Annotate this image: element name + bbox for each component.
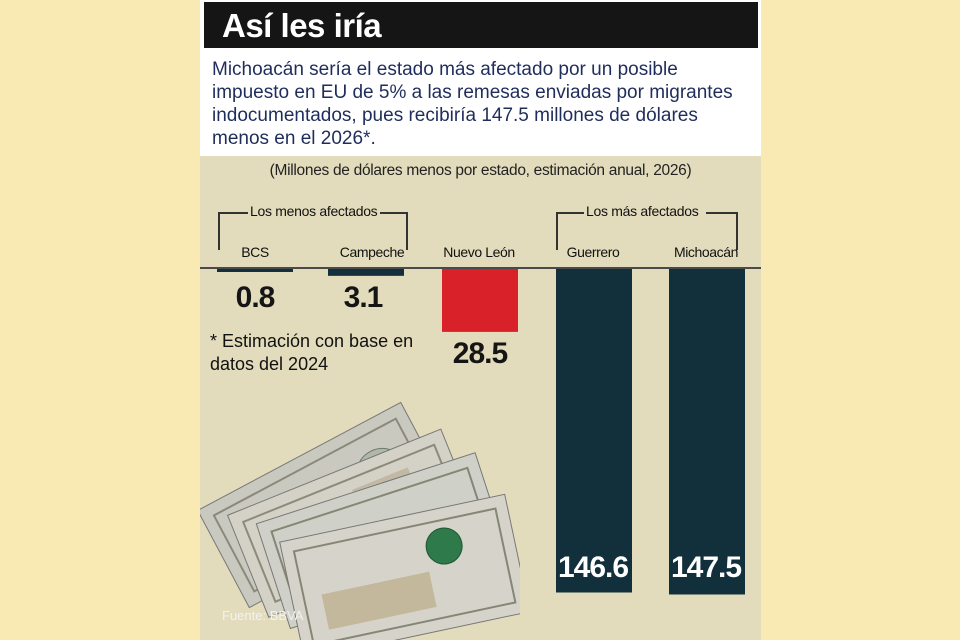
title-background: Así les iría — [204, 2, 758, 48]
bill-4 — [279, 493, 520, 640]
value-label-guerrero: 146.6 — [557, 551, 629, 584]
bar-guerrero — [556, 269, 632, 593]
chart-subtitle: (Millones de dólares menos por estado, e… — [269, 162, 692, 179]
category-label-nuevo-leon: Nuevo León — [443, 244, 515, 260]
bracket-most-left — [556, 212, 584, 250]
category-label-michoacan: Michoacán — [673, 244, 739, 260]
group-label-most-affected: Los más afectados — [586, 203, 699, 219]
category-label-guerrero: Guerrero — [566, 244, 620, 260]
bracket-least-right — [380, 212, 408, 250]
chart-baseline — [200, 267, 761, 269]
dollar-bills-image — [200, 401, 520, 640]
chart-title: Así les iría — [222, 7, 382, 44]
bar-michoac-n — [669, 269, 745, 595]
category-label-campeche: Campeche — [339, 244, 405, 260]
title-bar: Así les iría — [200, 0, 761, 50]
bracket-least-left — [218, 212, 248, 250]
category-label-bcs: BCS — [241, 244, 269, 260]
value-label-campeche: 3.1 — [343, 281, 384, 314]
bracket-most-right — [706, 212, 738, 250]
group-label-least-affected: Los menos afectados — [250, 203, 378, 219]
bar-bcs — [217, 269, 293, 272]
bar-plot — [217, 269, 745, 595]
value-label-michoacan: 147.5 — [670, 551, 742, 584]
intro-text: Michoacán sería el estado más afectado p… — [212, 59, 733, 149]
source-credit: Fuente: BBVA — [222, 608, 304, 623]
value-label-nuevo-leon: 28.5 — [452, 337, 508, 370]
bar-campeche — [328, 269, 404, 276]
infographic-panel: Así les iría Michoacán sería el estado m… — [200, 0, 761, 640]
value-label-bcs: 0.8 — [235, 281, 276, 314]
footnote: * Estimación con base en datos del 2024 — [210, 331, 414, 374]
intro-box: Michoacán sería el estado más afectado p… — [200, 50, 761, 156]
bar-nuevo-le-n — [442, 269, 518, 332]
